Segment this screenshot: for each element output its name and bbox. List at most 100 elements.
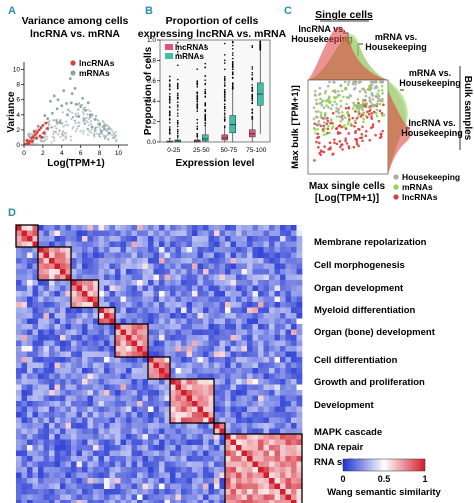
heatmap-cell bbox=[164, 384, 171, 391]
heatmap-cell bbox=[21, 483, 28, 490]
panel-c-mrna-point bbox=[352, 104, 356, 107]
heatmap-cell bbox=[142, 318, 149, 325]
panel-a-mrna-point bbox=[66, 113, 69, 117]
heatmap-cell bbox=[214, 456, 220, 462]
heatmap-cell bbox=[27, 478, 33, 484]
panel-c-housekeeping-point bbox=[322, 121, 326, 124]
heatmap-cell bbox=[148, 302, 154, 308]
heatmap-cell bbox=[93, 461, 99, 468]
heatmap-cell bbox=[16, 241, 22, 248]
panel-b-mrna-outlier bbox=[259, 42, 262, 45]
panel-c-mrna-point bbox=[356, 98, 360, 101]
heatmap-cell bbox=[214, 368, 220, 374]
heatmap-cell bbox=[82, 423, 88, 429]
heatmap-cell bbox=[21, 313, 28, 319]
heatmap-cell bbox=[109, 357, 116, 363]
heatmap-cell bbox=[21, 500, 28, 503]
heatmap-cell bbox=[27, 428, 33, 435]
heatmap-cell bbox=[164, 483, 171, 490]
heatmap-cell bbox=[115, 318, 121, 325]
heatmap-cell bbox=[65, 324, 72, 330]
heatmap-cell bbox=[241, 241, 248, 248]
heatmap-cell bbox=[258, 461, 264, 468]
heatmap-cell bbox=[280, 489, 286, 495]
heatmap-cell bbox=[159, 494, 165, 501]
heatmap-cell bbox=[203, 274, 209, 281]
heatmap-cell bbox=[175, 494, 182, 501]
heatmap-cell bbox=[269, 307, 275, 314]
heatmap-cell bbox=[269, 335, 275, 341]
heatmap-cell bbox=[241, 461, 248, 468]
heatmap-cell bbox=[76, 269, 83, 275]
heatmap-cell bbox=[258, 434, 264, 440]
panel-a-cloud-point bbox=[56, 133, 60, 136]
heatmap-cell bbox=[186, 247, 193, 253]
panel-a-cloud-point bbox=[32, 142, 35, 145]
heatmap-cell bbox=[21, 461, 28, 468]
heatmap-cell bbox=[32, 450, 39, 457]
panel-b-mrna-outlier bbox=[204, 115, 207, 118]
heatmap-cell bbox=[236, 483, 242, 490]
heatmap-cell bbox=[241, 258, 248, 264]
heatmap-cell bbox=[192, 324, 198, 330]
heatmap-cell bbox=[43, 494, 50, 501]
heatmap-cluster-box bbox=[97, 306, 116, 325]
heatmap-cell bbox=[120, 296, 127, 303]
heatmap-cell bbox=[98, 318, 105, 325]
heatmap-cell bbox=[153, 467, 160, 473]
heatmap-cell bbox=[192, 247, 198, 253]
heatmap-cell bbox=[126, 423, 132, 429]
heatmap-cell bbox=[236, 489, 242, 495]
heatmap-cell bbox=[247, 291, 253, 297]
heatmap-cell bbox=[32, 346, 39, 352]
heatmap-cell bbox=[16, 439, 22, 446]
heatmap-cell bbox=[181, 263, 187, 270]
heatmap-cell bbox=[274, 456, 281, 462]
heatmap-cell bbox=[131, 274, 138, 281]
heatmap-cell bbox=[230, 307, 237, 314]
heatmap-cell bbox=[263, 483, 270, 490]
heatmap-cell bbox=[225, 236, 231, 242]
heatmap-cell bbox=[285, 373, 292, 380]
heatmap-cell bbox=[291, 247, 297, 253]
heatmap-cell bbox=[82, 346, 88, 352]
heatmap-cell bbox=[192, 489, 198, 495]
heatmap-cell bbox=[137, 423, 143, 429]
heatmap-cell bbox=[142, 274, 149, 281]
heatmap-cell bbox=[170, 472, 176, 479]
heatmap-cell bbox=[197, 318, 204, 325]
panel-c-mrna-point bbox=[361, 102, 365, 105]
panel-b-lncrna-outlier bbox=[168, 112, 171, 114]
panel-a-cloud-point bbox=[106, 124, 109, 127]
heatmap-cell bbox=[263, 472, 270, 479]
heatmap-cell bbox=[98, 296, 105, 303]
heatmap-cell bbox=[27, 467, 33, 473]
panel-b-lncrna-outlier bbox=[168, 118, 171, 120]
heatmap-cell bbox=[65, 274, 72, 281]
heatmap-cell bbox=[60, 225, 66, 231]
panel-b-mrna-box bbox=[229, 115, 236, 134]
heatmap-cell bbox=[153, 417, 160, 424]
panel-c-right-ann1-line2: Housekeeping bbox=[399, 78, 461, 88]
panel-b-mrna-outlier bbox=[231, 54, 234, 56]
panel-b-ylabel: Proportion of cells bbox=[143, 46, 154, 135]
heatmap-cell bbox=[148, 307, 154, 314]
panel-a-cloud-point bbox=[71, 127, 74, 130]
heatmap-cell bbox=[142, 412, 149, 418]
heatmap-cell bbox=[43, 423, 50, 429]
panel-b-lncrna-outlier bbox=[223, 95, 226, 97]
heatmap-cell bbox=[82, 247, 88, 253]
heatmap-cell bbox=[285, 500, 292, 503]
heatmap-cell bbox=[32, 313, 39, 319]
heatmap-cell bbox=[126, 390, 132, 396]
heatmap-cell bbox=[38, 357, 44, 363]
heatmap-cell bbox=[98, 230, 105, 237]
heatmap-cell bbox=[230, 368, 237, 374]
panel-d-colorbar bbox=[342, 458, 426, 472]
heatmap-cell bbox=[87, 318, 94, 325]
heatmap-cell bbox=[170, 390, 176, 396]
heatmap-cell bbox=[252, 450, 259, 457]
heatmap-cell bbox=[43, 450, 50, 457]
heatmap-cell bbox=[186, 340, 193, 347]
heatmap-cell bbox=[252, 351, 259, 358]
